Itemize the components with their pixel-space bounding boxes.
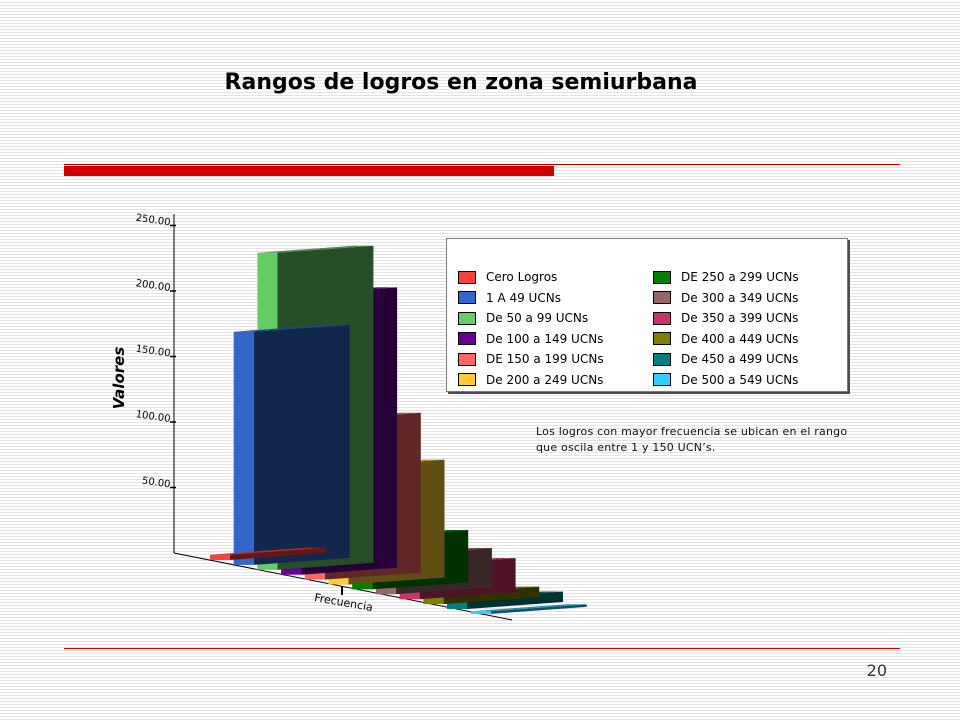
bar-front xyxy=(233,331,254,565)
legend-item: De 200 a 249 UCNs xyxy=(458,370,604,391)
bar-top xyxy=(470,604,587,612)
bar xyxy=(233,324,350,565)
legend-label: DE 250 a 299 UCNs xyxy=(681,270,799,285)
legend-swatch xyxy=(458,352,476,366)
bar-side xyxy=(253,324,350,565)
legend-item: Cero Logros xyxy=(458,267,604,288)
legend-item: De 350 a 399 UCNs xyxy=(653,308,799,329)
legend-swatch xyxy=(653,270,671,284)
chart-legend: Cero Logros 1 A 49 UCNs De 50 a 99 UCNs De … xyxy=(446,238,848,392)
y-tick-label: 50.00 xyxy=(141,476,171,491)
bar-top xyxy=(210,547,326,555)
footer-rule xyxy=(64,648,900,649)
legend-swatch xyxy=(653,373,671,387)
chart-labels: 50.00 100.00 150.00 200.00 250.00 Valores Frec… xyxy=(110,213,374,614)
legend-item: De 100 a 149 UCNs xyxy=(458,329,604,350)
title-rule-thick xyxy=(64,166,554,176)
legend-label: De 50 a 99 UCNs xyxy=(486,311,589,326)
legend-swatch xyxy=(458,332,476,346)
legend-column-right: DE 250 a 299 UCNs De 300 a 349 UCNs De 350… xyxy=(653,267,799,390)
bar-front xyxy=(210,554,230,560)
bar-front xyxy=(470,611,491,614)
legend-label: 1 A 49 UCNs xyxy=(486,290,561,305)
title-rule-thin xyxy=(64,164,900,165)
legend-swatch xyxy=(458,291,476,305)
chart-bars xyxy=(210,245,587,614)
bar xyxy=(470,604,587,614)
legend-label: De 450 a 499 UCNs xyxy=(681,352,799,367)
legend-item: DE 150 a 199 UCNs xyxy=(458,349,604,370)
legend-label: De 300 a 349 UCNs xyxy=(681,290,799,305)
x-axis-title: Frecuencia xyxy=(313,591,374,614)
legend-item: De 400 a 449 UCNs xyxy=(653,329,799,350)
y-tick-label: 200.00 xyxy=(135,278,171,294)
legend-swatch xyxy=(653,332,671,346)
legend-item: De 450 a 499 UCNs xyxy=(653,349,799,370)
y-tick-label: 100.00 xyxy=(135,409,171,425)
bar xyxy=(210,547,326,560)
bar-top xyxy=(257,245,374,253)
y-axis-title: Valores xyxy=(110,347,128,410)
chart-annotation: Los logros con mayor frecuencia se ubica… xyxy=(536,425,848,454)
legend-swatch xyxy=(458,373,476,387)
legend-label: De 350 a 399 UCNs xyxy=(681,311,799,326)
legend-swatch xyxy=(653,291,671,305)
legend-label: Cero Logros xyxy=(486,270,558,285)
legend-label: De 500 a 549 UCNs xyxy=(681,372,799,387)
legend-swatch xyxy=(458,311,476,325)
legend-swatch xyxy=(653,311,671,325)
legend-item: De 300 a 349 UCNs xyxy=(653,288,799,309)
legend-column-left: Cero Logros 1 A 49 UCNs De 50 a 99 UCNs De … xyxy=(458,267,604,390)
bar-front xyxy=(423,593,444,605)
bar-top xyxy=(233,324,350,332)
legend-swatch xyxy=(458,270,476,284)
legend-swatch xyxy=(653,352,671,366)
y-tick-label: 150.00 xyxy=(135,344,171,360)
legend-item: DE 250 a 299 UCNs xyxy=(653,267,799,288)
legend-label: De 400 a 449 UCNs xyxy=(681,331,799,346)
bar-side xyxy=(490,604,587,614)
legend-item: 1 A 49 UCNs xyxy=(458,288,604,309)
legend-item: De 50 a 99 UCNs xyxy=(458,308,604,329)
bar-front xyxy=(447,598,467,609)
legend-label: De 200 a 249 UCNs xyxy=(486,372,604,387)
legend-item: De 500 a 549 UCNs xyxy=(653,370,799,391)
page-number: 20 xyxy=(866,661,887,680)
legend-label: De 100 a 149 UCNs xyxy=(486,331,604,346)
slide-title: Rangos de logros en zona semiurbana xyxy=(224,70,698,95)
legend-label: DE 150 a 199 UCNs xyxy=(486,352,604,367)
bar-side xyxy=(230,547,326,560)
y-tick-label: 250.00 xyxy=(135,213,171,229)
